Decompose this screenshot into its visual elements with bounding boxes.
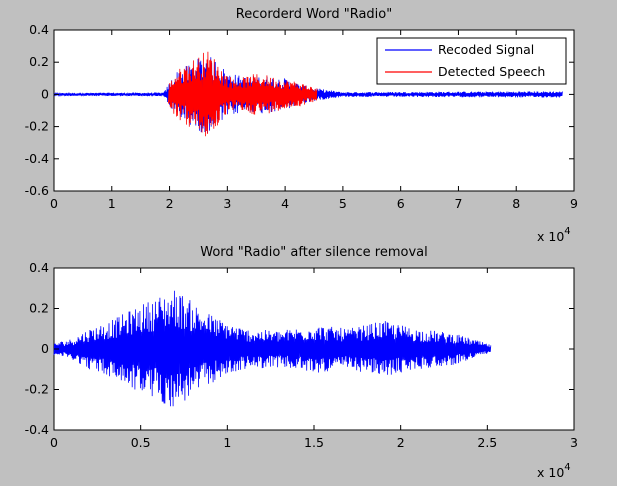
top-y-tick-label: -0.2 (25, 119, 49, 134)
bottom-x-tick-label: 1.5 (304, 435, 324, 450)
bottom-y-tick-label: 0 (41, 341, 49, 356)
bottom-y-tick-label: 0.4 (29, 260, 49, 275)
top-y-tick-label: 0.4 (29, 22, 49, 37)
legend-label-recoded-signal: Recoded Signal (438, 42, 534, 57)
top-x-axis: 0 1 2 3 4 5 6 7 8 9 (50, 30, 578, 211)
top-subplot-title: Recorderd Word "Radio" (236, 7, 392, 22)
bottom-y-tick-label: -0.4 (25, 422, 49, 437)
top-y-tick-label: 0.2 (29, 54, 49, 69)
bottom-plot-data (53, 290, 492, 407)
bottom-x-axis: 0 0.5 1 1.5 2 2.5 3 (50, 268, 578, 450)
top-x-tick-label: 4 (281, 196, 289, 211)
top-subplot: Recorderd Word "Radio" -0.6-0.4-0.200.20… (25, 7, 578, 244)
legend-box (376, 37, 567, 85)
top-x-tick-label: 2 (166, 196, 174, 211)
bottom-x-tick-label: 2 (397, 435, 405, 450)
bottom-x-tick-label: 2.5 (477, 435, 497, 450)
bottom-y-tick-label: -0.2 (25, 382, 49, 397)
top-x-tick-label: 0 (50, 196, 58, 211)
top-y-tick-label: -0.4 (25, 151, 49, 166)
top-x-tick-label: 8 (512, 196, 520, 211)
bottom-x-tick-label: 1 (223, 435, 231, 450)
top-x-tick-label: 5 (339, 196, 347, 211)
top-legend: Recoded Signal Detected Speech (376, 37, 567, 85)
bottom-x-tick-label: 3 (570, 435, 578, 450)
top-x-tick-label: 9 (570, 196, 578, 211)
top-x-tick-label: 1 (108, 196, 116, 211)
top-plot-data (53, 51, 563, 137)
bottom-x-tick-label: 0 (50, 435, 58, 450)
bottom-y-axis: -0.4 -0.2 0 0.2 0.4 (25, 260, 574, 437)
top-x-multiplier: x 104 (537, 226, 571, 244)
bottom-y-tick-label: 0.2 (29, 301, 49, 316)
bottom-x-tick-label: 0.5 (131, 435, 151, 450)
bottom-subplot: Word "Radio" after silence removal -0.4-… (25, 245, 578, 480)
top-x-tick-label: 6 (397, 196, 405, 211)
bottom-subplot-title: Word "Radio" after silence removal (200, 245, 428, 260)
top-x-multiplier-exponent: 4 (564, 226, 570, 237)
top-y-tick-label: 0 (41, 86, 49, 101)
top-y-axis: -0.6 -0.4 -0.2 0 0.2 0.4 (25, 22, 574, 198)
top-series-detected-speech (168, 51, 318, 137)
top-x-tick-label: 7 (454, 196, 462, 211)
bottom-x-multiplier-exponent: 4 (564, 462, 570, 473)
bottom-x-multiplier: x 104 (537, 462, 571, 480)
top-y-tick-label: -0.6 (25, 183, 49, 198)
bottom-series-waveform (53, 290, 492, 407)
legend-label-detected-speech: Detected Speech (438, 64, 545, 79)
top-x-tick-label: 3 (223, 196, 231, 211)
